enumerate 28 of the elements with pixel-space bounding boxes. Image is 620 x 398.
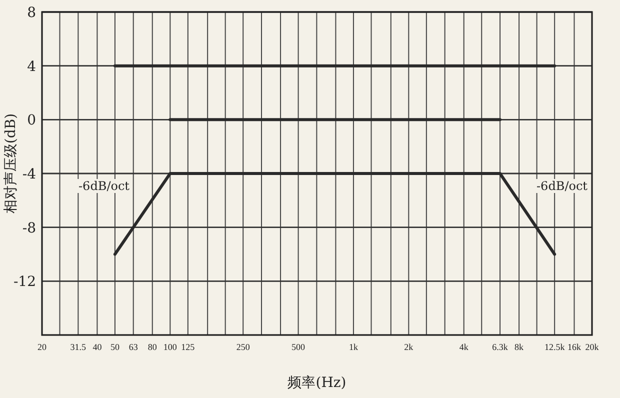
y-tick-label: -8	[22, 220, 36, 236]
x-tick-label: 31.5	[70, 342, 87, 352]
x-tick-label: 50	[110, 342, 120, 352]
x-tick-label: 125	[181, 342, 196, 352]
y-axis-title: 相对声压级(dB)	[3, 113, 19, 214]
x-tick-label: 8k	[514, 342, 524, 352]
x-tick-label: 16k	[567, 342, 582, 352]
x-tick-label: 4k	[459, 342, 469, 352]
x-axis-title: 频率(Hz)	[288, 375, 346, 391]
annotation: -6dB/oct	[78, 179, 130, 193]
x-tick-label: 20	[38, 342, 47, 352]
x-tick-label: 250	[236, 342, 250, 352]
x-tick-label: 20k	[585, 342, 600, 352]
x-tick-label: 6.3k	[492, 342, 508, 352]
y-tick-label: 8	[27, 5, 36, 21]
x-tick-label: 63	[128, 342, 138, 352]
x-tick-label: 12.5k	[544, 342, 566, 352]
x-tick-label: 500	[292, 342, 306, 352]
y-tick-label: 0	[27, 112, 36, 129]
x-tick-label: 2k	[404, 342, 414, 352]
y-tick-label: -12	[13, 274, 36, 290]
annotation: -6dB/oct	[536, 179, 588, 193]
x-tick-label: 80	[148, 342, 158, 352]
y-tick-label: 4	[27, 58, 36, 75]
x-tick-label: 1k	[348, 342, 358, 352]
x-tick-label: 40	[92, 342, 102, 352]
x-tick-label: 100	[163, 342, 178, 352]
y-tick-label: -4	[22, 166, 36, 182]
